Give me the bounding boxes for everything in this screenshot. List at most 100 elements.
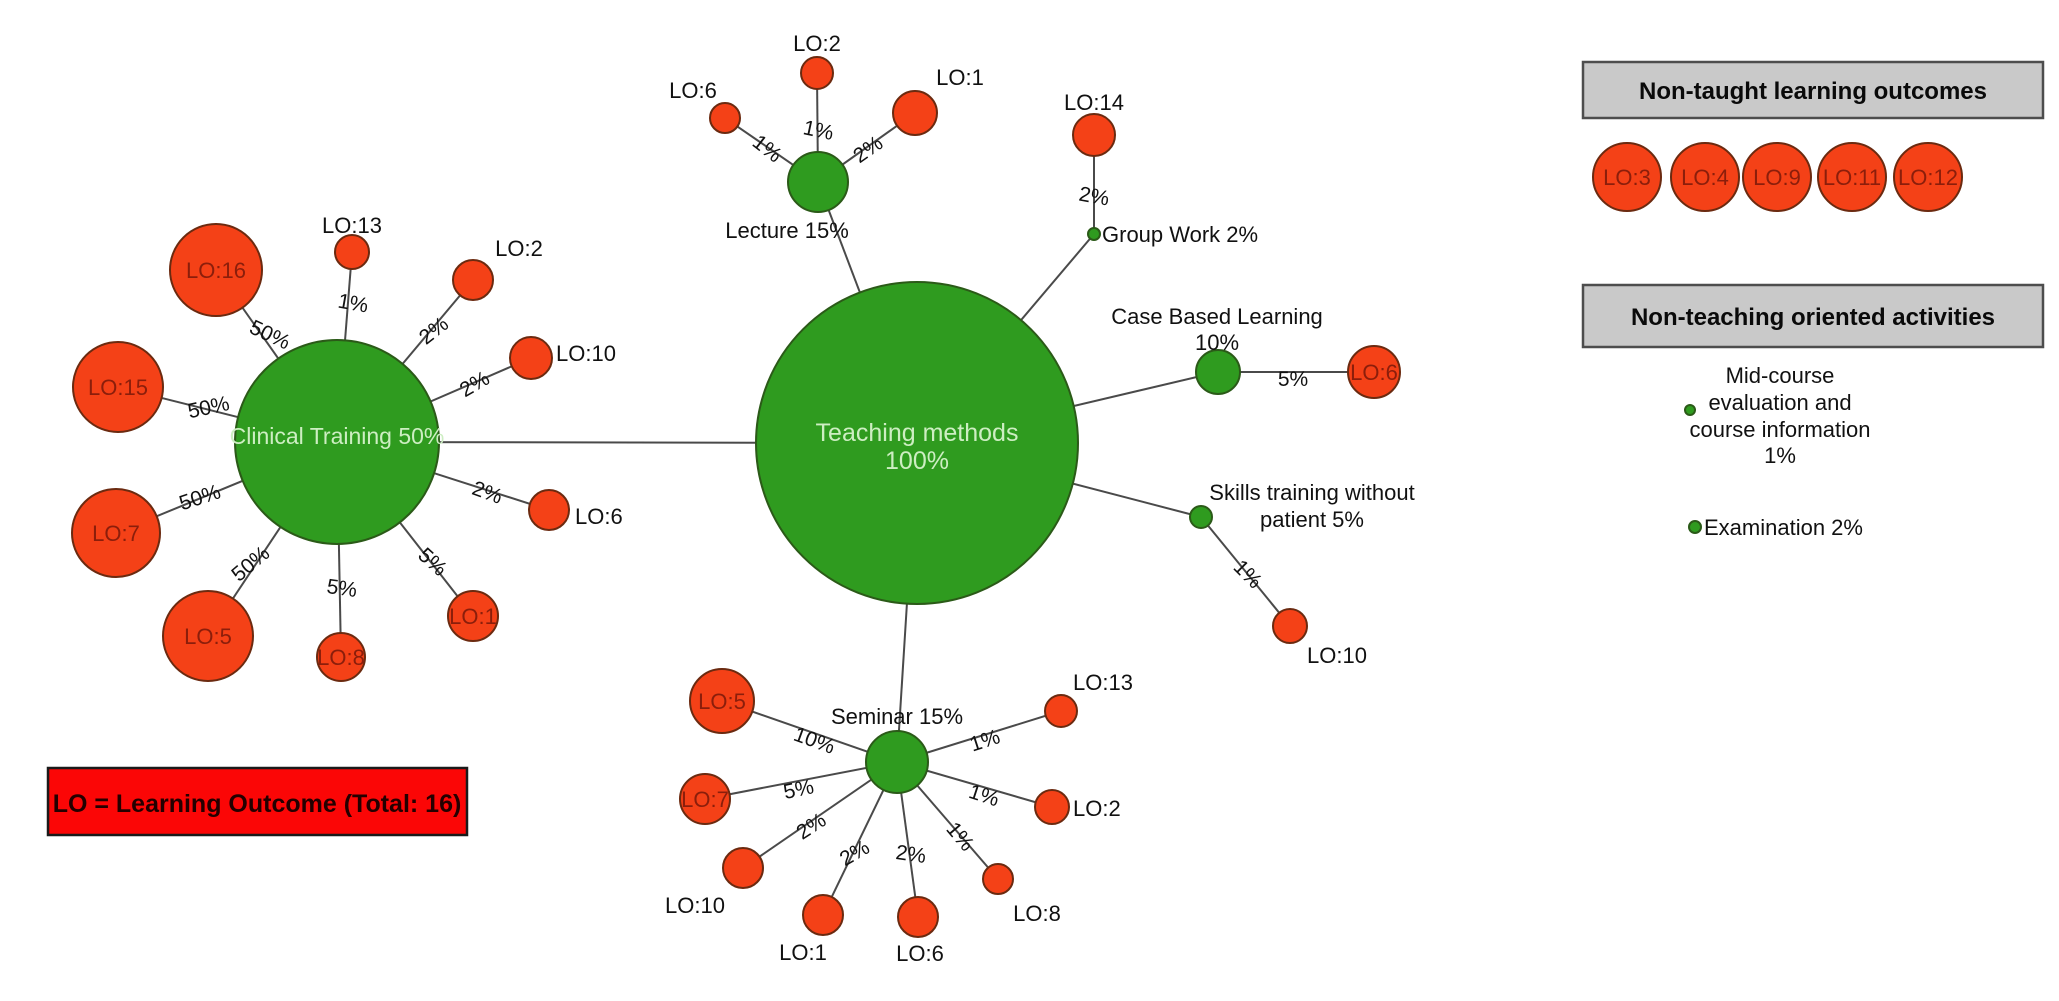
seminar-lo1-circle: [802, 894, 844, 936]
nontaught-lo9-label: LO:9: [1753, 165, 1801, 190]
nontaught-lo11-circle: [1817, 142, 1887, 212]
pct-clinical-lo7: 50%: [176, 480, 223, 515]
clinical-lo13-circle: [334, 234, 370, 270]
casebased-hub-label-line2: 10%: [1195, 330, 1239, 355]
seminar-lo5-label: LO:5: [698, 689, 746, 714]
pct-lecture-lo6: 1%: [748, 130, 786, 167]
nontaught-lo12-label: LO:12: [1898, 165, 1958, 190]
nontaught-lo3-label: LO:3: [1603, 165, 1651, 190]
midcourse-label-line1: Mid-course: [1726, 363, 1835, 388]
seminar-lo10-circle: [722, 847, 764, 889]
seminar-lo8-circle: [982, 863, 1014, 895]
seminar-lo7-label: LO:7: [681, 787, 729, 812]
pct-casebased-lo6: 5%: [1278, 368, 1308, 391]
pct-groupwork-lo14: 2%: [1077, 183, 1111, 211]
seminar-lo2-label: LO:2: [1073, 796, 1121, 821]
lecture-lo6-label: LO:6: [669, 78, 717, 103]
examination-label: Examination 2%: [1704, 515, 1863, 540]
casebased-hub-label-line1: Case Based Learning: [1111, 304, 1323, 329]
groupwork-hub-dot: [1087, 227, 1101, 241]
clinical-lo16-circle: [169, 223, 263, 317]
clinical-lo1-circle: [447, 590, 499, 642]
non-taught-header-label: Non-taught learning outcomes: [1639, 78, 1987, 105]
midcourse-label-line4: 1%: [1764, 443, 1796, 468]
clinical-lo15-label: LO:15: [88, 375, 148, 400]
casebased-hub-circle: [1195, 349, 1241, 395]
pct-seminar-lo1: 2%: [836, 836, 874, 871]
groupwork-hub-label: Group Work 2%: [1102, 222, 1258, 247]
legend-box: [46, 766, 469, 837]
seminar-hub-circle: [865, 730, 929, 794]
skills-hub-dot: [1189, 505, 1213, 529]
central-label-line2: 100%: [885, 447, 949, 475]
lecture-lo2-label: LO:2: [793, 31, 841, 56]
clinical-lo6-label: LO:6: [575, 504, 623, 529]
seminar-lo1-label: LO:1: [779, 940, 827, 965]
midcourse-label-line2: evaluation and: [1708, 390, 1851, 415]
edge-seminar-lo7: [704, 761, 898, 800]
nodes: [71, 56, 1401, 938]
pct-clinical-lo13: 1%: [336, 290, 370, 318]
non-taught-header-box: [1581, 60, 2045, 120]
clinical-lo5-circle: [162, 590, 254, 682]
skills-hub-label-line2: patient 5%: [1260, 507, 1364, 532]
casebased-lo6-label: LO:6: [1350, 360, 1398, 385]
clinical-lo10-label: LO:10: [556, 341, 616, 366]
clinical-lo2-circle: [452, 259, 494, 301]
nontaught-lo4-label: LO:4: [1681, 165, 1729, 190]
lecture-lo1-circle: [892, 90, 938, 136]
lecture-lo1-label: LO:1: [936, 65, 984, 90]
groupwork-lo14-label: LO:14: [1064, 90, 1124, 115]
seminar-lo5-circle: [689, 668, 755, 734]
seminar-lo2-circle: [1034, 789, 1070, 825]
clinical-lo10-circle: [509, 336, 553, 380]
seminar-lo6-circle: [897, 896, 939, 938]
legend: LO = Learning Outcome (Total: 16): [46, 766, 469, 837]
pct-clinical-lo10: 2%: [456, 367, 494, 402]
clinical-lo8-label: LO:8: [317, 645, 365, 670]
skills-hub-label-line1: Skills training without: [1209, 480, 1414, 505]
lecture-hub-circle: [787, 151, 849, 213]
nontaught-lo11-label: LO:11: [1823, 165, 1881, 190]
panel-non-teaching: Non-teaching oriented activities Mid-cou…: [1581, 283, 2045, 540]
pct-clinical-lo8: 5%: [325, 575, 358, 602]
midcourse-dot: [1684, 404, 1696, 416]
clinical-lo15-circle: [72, 341, 164, 433]
clinical-lo16-label: LO:16: [186, 258, 246, 283]
clinical-lo7-label: LO:7: [92, 521, 140, 546]
nontaught-lo3-circle: [1592, 142, 1662, 212]
seminar-lo13-circle: [1044, 694, 1078, 728]
seminar-lo13-label: LO:13: [1073, 670, 1133, 695]
pct-seminar-lo6: 2%: [894, 841, 927, 868]
nontaught-lo9-circle: [1742, 142, 1812, 212]
clinical-lo6-circle: [528, 489, 570, 531]
lecture-lo2-circle: [800, 56, 834, 90]
seminar-lo10-label: LO:10: [665, 893, 725, 918]
groupwork-lo14-circle: [1072, 113, 1116, 157]
pct-seminar-lo2: 1%: [966, 780, 1002, 811]
pct-clinical-lo1: 5%: [413, 543, 451, 580]
pct-lecture-lo2: 1%: [801, 116, 835, 145]
midcourse-label-line3: course information: [1690, 417, 1871, 442]
pct-seminar-lo10: 2%: [792, 809, 830, 845]
edge-skills-lo10: [1200, 516, 1291, 627]
seminar-hub-label: Seminar 15%: [831, 704, 963, 729]
seminar-lo7-circle: [679, 773, 731, 825]
pct-clinical-lo16: 50%: [246, 316, 294, 355]
lecture-lo6-circle: [709, 102, 741, 134]
pct-clinical-lo15: 50%: [186, 392, 232, 423]
seminar-lo6-label: LO:6: [896, 941, 944, 966]
pct-seminar-lo7: 5%: [781, 775, 815, 804]
pct-clinical-lo6: 2%: [469, 477, 505, 509]
seminar-lo8-label: LO:8: [1013, 901, 1061, 926]
nontaught-lo4-circle: [1670, 142, 1740, 212]
pct-skills-lo10: 1%: [1229, 556, 1267, 594]
central-teaching-methods-circle: [755, 281, 1079, 605]
non-teaching-header-label: Non-teaching oriented activities: [1631, 304, 1995, 331]
clinical-lo7-circle: [71, 488, 161, 578]
skills-lo10-circle: [1272, 608, 1308, 644]
casebased-lo6-circle: [1347, 345, 1401, 399]
clinical-lo1-label: LO:1: [449, 604, 497, 629]
lecture-hub-label: Lecture 15%: [725, 218, 849, 243]
